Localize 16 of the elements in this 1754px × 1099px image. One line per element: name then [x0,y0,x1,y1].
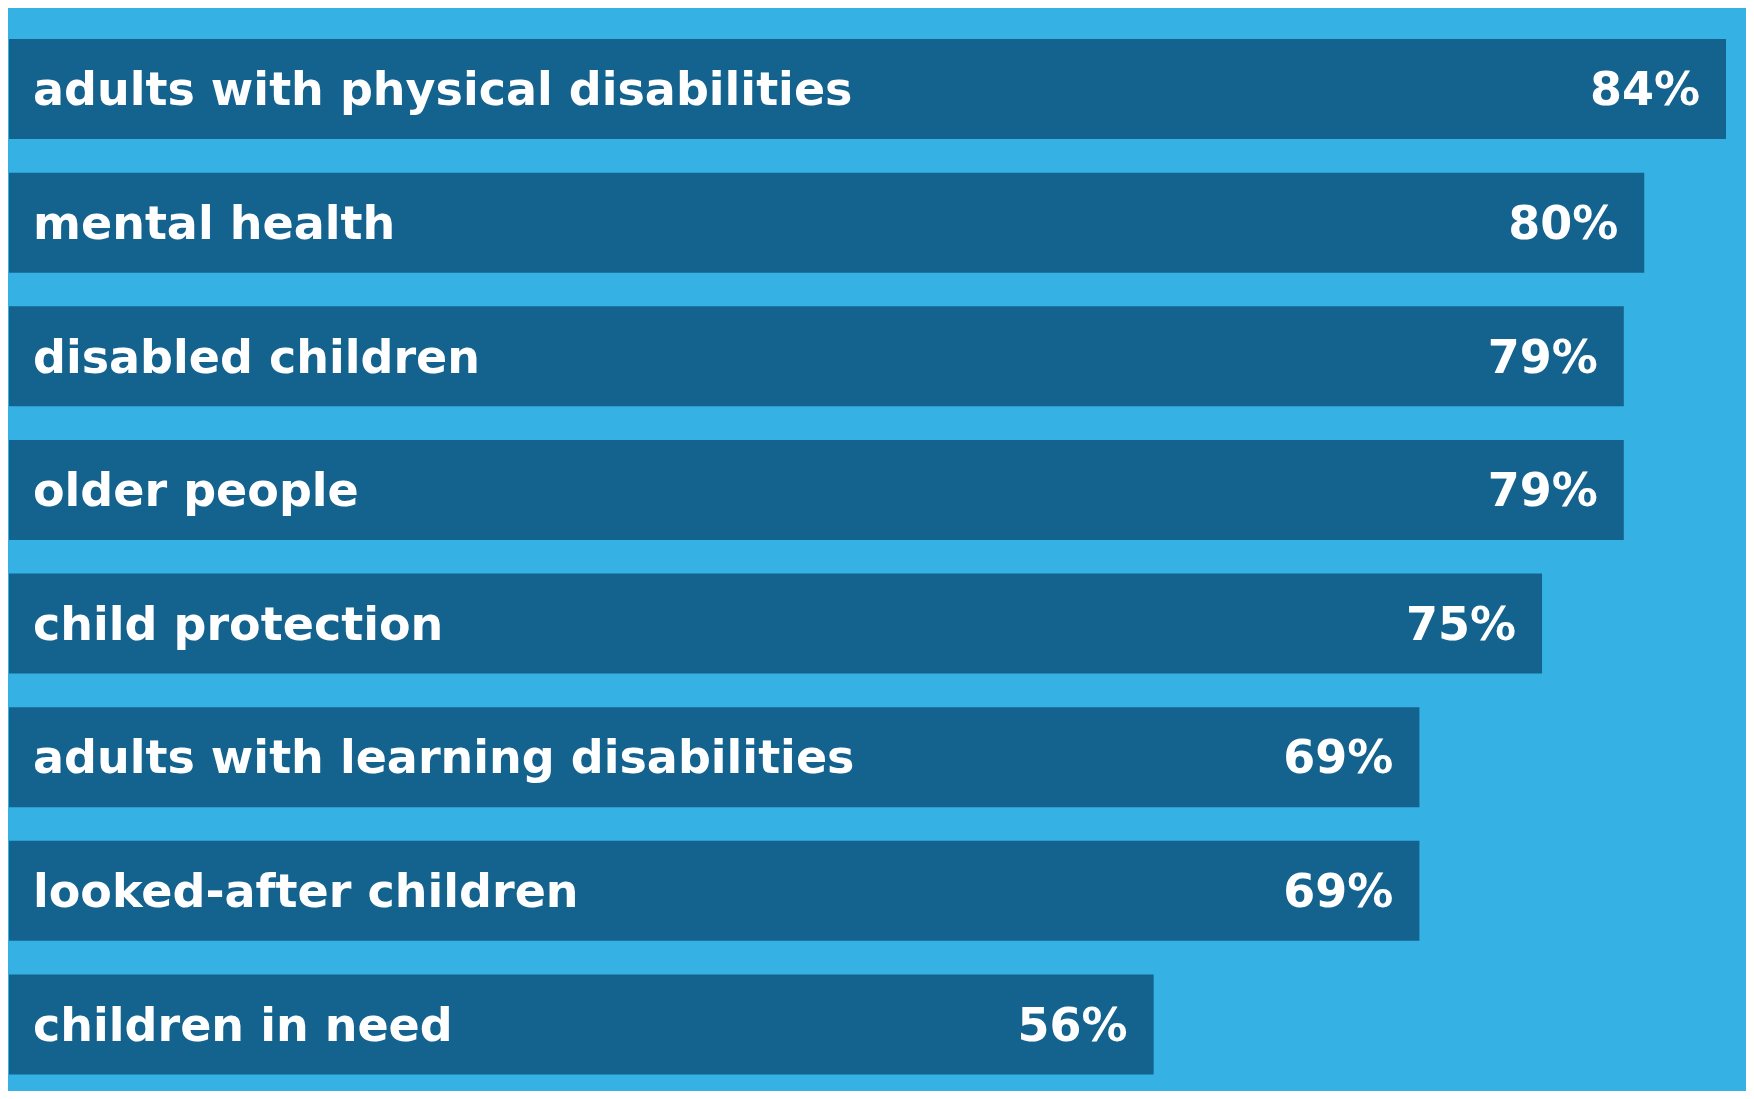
y-tick-label: mental health [33,195,396,250]
y-tick-label: looked-after children [33,864,579,919]
y-tick-label: children in need [33,997,453,1052]
data-label: 79% [1487,463,1598,518]
data-label: 69% [1283,864,1394,919]
data-label: 75% [1405,596,1517,651]
data-label: 84% [1589,62,1700,117]
y-tick-label: adults with physical disabilities [33,62,853,117]
data-label: 56% [1017,997,1128,1052]
y-tick-label: adults with learning disabilities [33,730,855,785]
data-label: 79% [1487,329,1598,384]
y-tick-label: disabled children [33,329,481,384]
data-label: 80% [1508,195,1619,250]
y-tick-label: child protection [33,596,444,651]
data-label: 69% [1283,730,1394,785]
y-tick-label: older people [33,463,359,518]
